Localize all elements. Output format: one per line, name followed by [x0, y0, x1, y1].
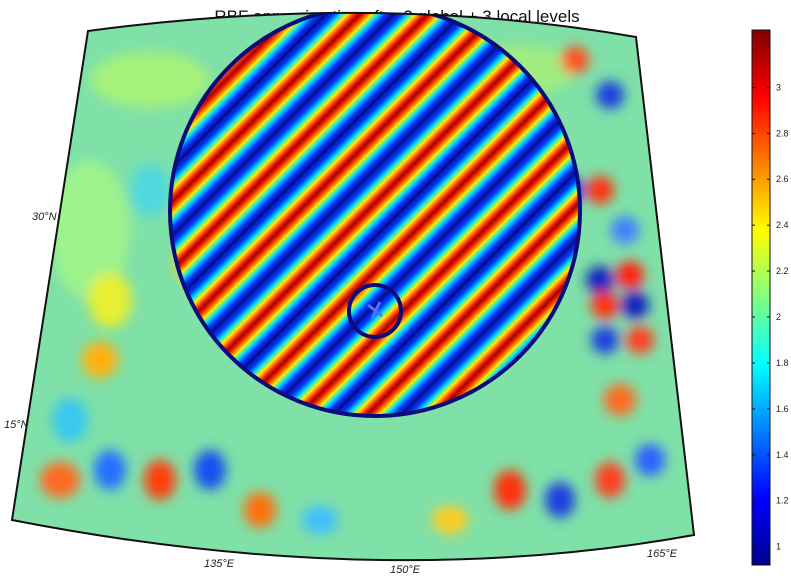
- colorbar-tick-label: 1: [776, 542, 781, 552]
- colorbar-tick-label: 1.4: [776, 450, 789, 460]
- colorbar-tick-label: 2.8: [776, 128, 789, 138]
- lat-label-15n: 15°N: [4, 419, 29, 431]
- colorbar-tick-label: 1.6: [776, 404, 789, 414]
- lon-label-135e: 135°E: [204, 558, 235, 570]
- inner-circle-mark: [367, 301, 383, 319]
- lon-label-165e: 165°E: [647, 548, 678, 560]
- colorbar-tick-label: 2.6: [776, 174, 789, 184]
- colorbar-tick-label: 3: [776, 82, 781, 92]
- map-field: [12, 12, 694, 561]
- colorbar-tick-label: 2.4: [776, 220, 789, 230]
- colorbar-ticks: 1 1.2 1.4 1.6 1.8 2 2.2 2.4 2.6 2.8 3: [752, 82, 789, 552]
- colorbar-tick-label: 1.2: [776, 496, 789, 506]
- map-frame: [10, 11, 696, 562]
- colorbar-tick-label: 2: [776, 312, 781, 322]
- outer-local-circle: [168, 12, 582, 418]
- colorbar-gradient: [751, 29, 771, 566]
- inner-local-circle: [347, 283, 403, 339]
- colorbar-tick-label: 2.2: [776, 266, 789, 276]
- colorbar-tick-label: 1.8: [776, 358, 789, 368]
- lat-label-30n: 30°N: [32, 211, 57, 223]
- colorbar: 1 1.2 1.4 1.6 1.8 2 2.2 2.4 2.6 2.8 3: [751, 29, 789, 566]
- lon-label-150e: 150°E: [390, 564, 421, 576]
